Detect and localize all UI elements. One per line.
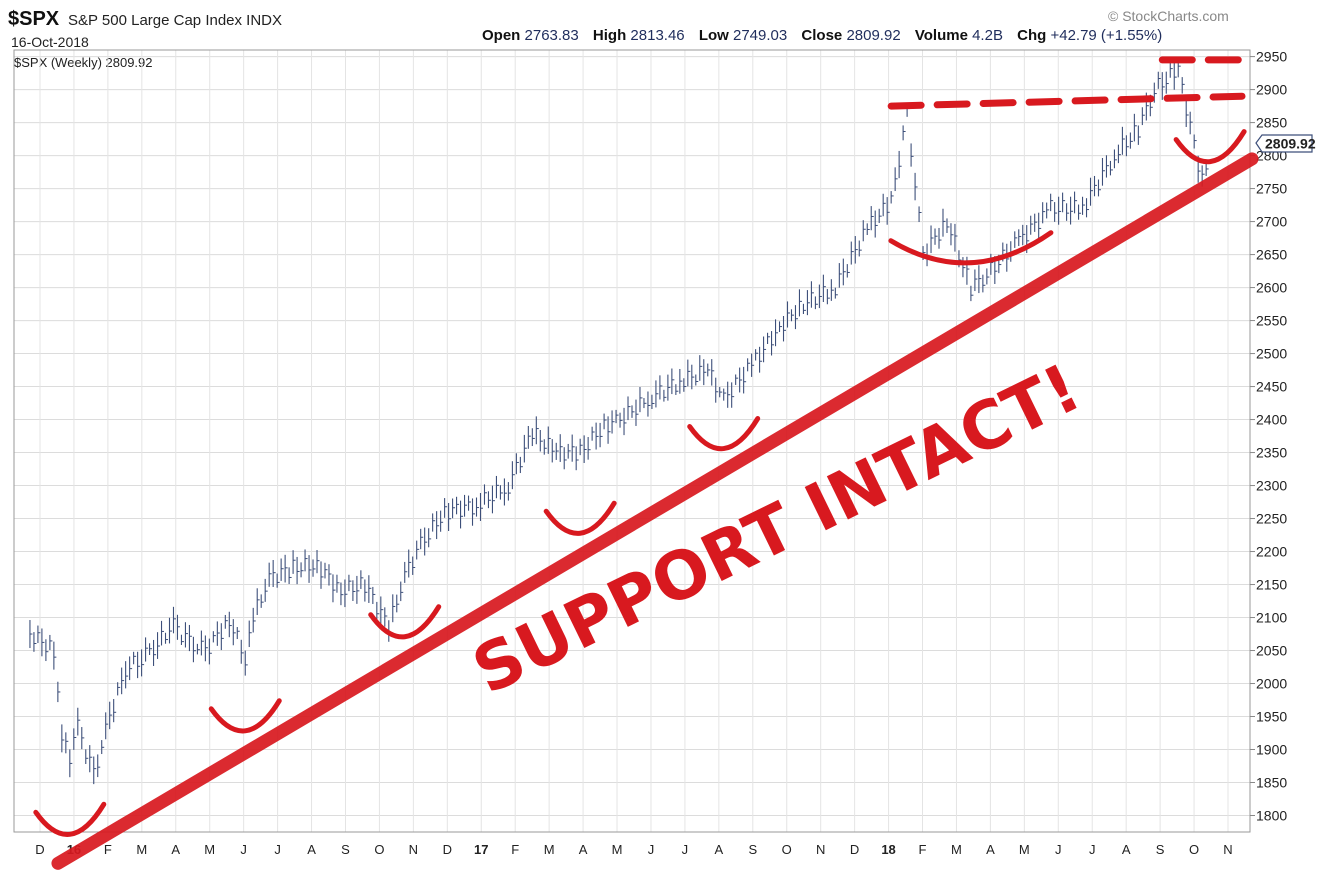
y-tick-label: 2750 — [1256, 181, 1287, 197]
x-tick-label: M — [544, 842, 555, 857]
y-tick-label: 2550 — [1256, 313, 1287, 329]
y-tick-label: 2250 — [1256, 511, 1287, 527]
x-tick-label: M — [136, 842, 147, 857]
y-tick-label: 2500 — [1256, 346, 1287, 362]
x-axis-ticks: D16FMAMJJASOND17FMAMJJASOND18FMAMJJASON — [35, 842, 1232, 857]
index-name: S&P 500 Large Cap Index INDX — [68, 12, 283, 29]
x-tick-label: N — [409, 842, 418, 857]
high-value: 2813.46 — [630, 27, 685, 44]
x-tick-label: S — [341, 842, 350, 857]
x-tick-label: A — [579, 842, 588, 857]
y-tick-label: 2900 — [1256, 82, 1287, 98]
support-trendline — [51, 152, 1259, 870]
close-label: Close — [801, 27, 843, 44]
y-tick-label: 2150 — [1256, 577, 1287, 593]
x-tick-label: F — [511, 842, 519, 857]
x-tick-label: D — [850, 842, 859, 857]
y-tick-label: 2650 — [1256, 247, 1287, 263]
x-tick-label: O — [1189, 842, 1199, 857]
support-intact-annotation: SUPPORT INTACT! — [461, 349, 1092, 709]
ohlc-stats: Open 2763.83 High 2813.46 Low 2749.03 Cl… — [482, 27, 1162, 44]
volume-label: Volume — [914, 27, 968, 44]
y-tick-label: 1850 — [1256, 775, 1287, 791]
x-tick-label: J — [648, 842, 655, 857]
support-bounce-arc — [543, 500, 617, 536]
y-tick-label: 2400 — [1256, 412, 1287, 428]
y-tick-label: 2200 — [1256, 544, 1287, 560]
last-value-marker: 2809.92 — [1255, 134, 1316, 153]
grid — [14, 50, 1250, 832]
resistance-line — [887, 92, 1246, 110]
y-axis-ticks: 1800 1850 1900 1950 2000 2050 2100 2150 2200 2250… — [1250, 49, 1287, 824]
y-tick-label: 2600 — [1256, 280, 1287, 296]
chart-date: 16-Oct-2018 — [11, 34, 89, 50]
x-tick-label: N — [816, 842, 825, 857]
x-tick-label: M — [612, 842, 623, 857]
ticker-symbol: $SPX — [8, 8, 60, 30]
price-series — [29, 56, 1209, 785]
close-value: 2809.92 — [846, 27, 901, 44]
y-tick-label: 2950 — [1256, 49, 1287, 65]
y-tick-label: 2050 — [1256, 643, 1287, 659]
last-value-box — [1255, 134, 1313, 153]
x-tick-label: F — [104, 842, 112, 857]
volume-value: 4.2B — [972, 27, 1003, 44]
x-tick-label: N — [1223, 842, 1232, 857]
support-bounce-arc — [1173, 129, 1247, 165]
x-tick-label: M — [951, 842, 962, 857]
x-tick-label: M — [204, 842, 215, 857]
y-tick-label: 1800 — [1256, 808, 1287, 824]
open-value: 2763.83 — [524, 27, 579, 44]
plot-frame — [13, 49, 1251, 833]
support-bounce-arc — [208, 698, 282, 734]
support-bounce-arc — [33, 801, 107, 837]
x-tick-label: M — [1019, 842, 1030, 857]
x-tick-label: S — [1156, 842, 1165, 857]
x-tick-label: A — [715, 842, 724, 857]
x-tick-label: J — [1089, 842, 1096, 857]
x-tick-label: O — [782, 842, 792, 857]
chg-value: +42.79 (+1.55%) — [1050, 27, 1163, 44]
watermark: © StockCharts.com — [1108, 8, 1229, 24]
y-tick-label: 1950 — [1256, 709, 1287, 725]
x-tick-label: A — [1122, 842, 1131, 857]
x-tick-label: F — [919, 842, 927, 857]
x-tick-label: D — [35, 842, 44, 857]
last-value-text: 2809.92 — [1265, 136, 1316, 152]
y-tick-label: 2000 — [1256, 676, 1287, 692]
open-label: Open — [482, 27, 521, 44]
x-tick-label: 17 — [474, 842, 488, 857]
y-tick-label: 2700 — [1256, 214, 1287, 230]
support-bounce-arc — [687, 416, 761, 452]
x-tick-label: A — [171, 842, 180, 857]
x-tick-label: A — [986, 842, 995, 857]
x-tick-label: 18 — [881, 842, 895, 857]
x-tick-label: A — [307, 842, 316, 857]
support-bounce-arc — [368, 604, 442, 640]
x-tick-label: J — [1055, 842, 1062, 857]
y-tick-label: 2350 — [1256, 445, 1287, 461]
y-tick-label: 1900 — [1256, 742, 1287, 758]
low-label: Low — [698, 27, 729, 44]
x-tick-label: D — [443, 842, 452, 857]
chg-label: Chg — [1017, 27, 1047, 44]
y-tick-label: 2300 — [1256, 478, 1287, 494]
x-tick-label: J — [274, 842, 281, 857]
high-label: High — [592, 27, 627, 44]
x-tick-label: O — [374, 842, 384, 857]
annotations: SUPPORT INTACT! — [33, 56, 1259, 870]
y-tick-label: 2100 — [1256, 610, 1287, 626]
x-tick-label: S — [748, 842, 757, 857]
x-tick-label: J — [240, 842, 247, 857]
series-legend: $SPX (Weekly) 2809.92 — [14, 55, 153, 70]
x-tick-label: J — [682, 842, 689, 857]
y-tick-label: 2850 — [1256, 115, 1287, 131]
low-value: 2749.03 — [733, 27, 788, 44]
support-bounce-arc — [888, 230, 1054, 266]
y-tick-label: 2450 — [1256, 379, 1287, 395]
